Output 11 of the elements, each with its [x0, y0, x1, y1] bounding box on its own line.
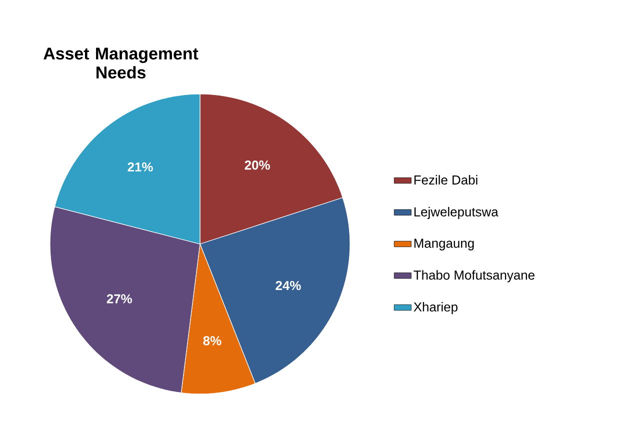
data-label: 8%	[203, 336, 222, 346]
data-label: 27%	[106, 294, 132, 304]
legend-label: Xhariep	[414, 302, 458, 314]
data-label: 21%	[128, 162, 153, 172]
legend-label: Thabo Mofutsanyane	[414, 270, 534, 282]
data-label: 20%	[244, 160, 270, 170]
legend-label: Lejweleputswa	[414, 206, 498, 220]
data-label: 24%	[276, 280, 301, 290]
legend-label: Mangaung	[414, 238, 474, 250]
legend-label: Fezile Dabi	[414, 175, 478, 185]
chart-title: Asset Management Needs	[44, 48, 198, 79]
